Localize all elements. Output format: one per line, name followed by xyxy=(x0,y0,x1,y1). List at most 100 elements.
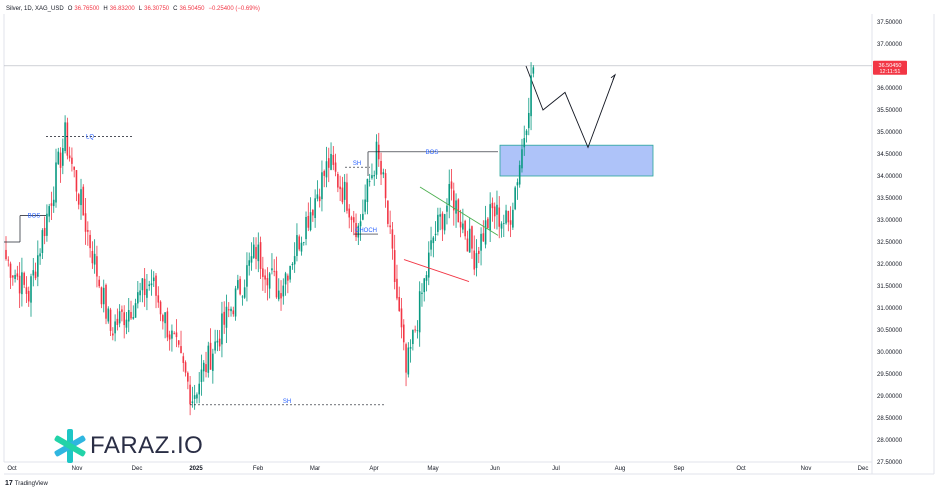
candle-body xyxy=(475,253,478,269)
candle-body xyxy=(532,67,535,74)
open-label: O xyxy=(67,6,73,12)
candle-body xyxy=(152,277,155,282)
candle-body xyxy=(166,311,169,338)
candle-body xyxy=(243,287,246,298)
candle-body xyxy=(7,259,10,261)
candle-body xyxy=(455,200,457,214)
candle-body xyxy=(255,247,257,260)
price-tick-label: 32.50000 xyxy=(877,240,903,246)
candle-body xyxy=(321,172,323,200)
candle-body xyxy=(64,122,66,151)
candle-body xyxy=(68,155,71,159)
price-tick-label: 35.00000 xyxy=(877,130,903,136)
candle-body xyxy=(277,290,280,300)
price-axis[interactable]: 37.5000037.0000036.5000036.0000035.50000… xyxy=(877,20,903,466)
candle-body xyxy=(514,187,516,210)
candle-body xyxy=(23,272,25,285)
close-label: C xyxy=(173,6,178,12)
candle-body xyxy=(107,308,110,322)
price-tick-label: 34.00000 xyxy=(877,174,903,180)
candle-body xyxy=(368,181,371,183)
candle-body xyxy=(143,278,146,296)
candle-body xyxy=(491,202,494,209)
time-tick-label: Nov xyxy=(801,466,812,472)
candle-body xyxy=(289,265,291,280)
candle-body xyxy=(134,303,137,318)
open-value: 36.76500 xyxy=(74,6,100,12)
candle-body xyxy=(362,213,364,220)
candle-body xyxy=(168,334,171,340)
high-label: H xyxy=(103,6,108,12)
candle-body xyxy=(412,329,414,345)
time-axis[interactable]: Oct Nov Dec 2025 Feb Mar Apr May Jun Jul Aug Sep Oct… xyxy=(7,466,868,472)
time-tick-label: Nov xyxy=(72,466,83,472)
candle-body xyxy=(50,203,53,206)
candle-body xyxy=(55,162,57,203)
candle-body xyxy=(216,340,219,343)
candle-body xyxy=(366,178,369,202)
candle-body xyxy=(521,149,523,169)
time-tick-label: Feb xyxy=(253,466,264,472)
asterisk-logo-icon xyxy=(54,429,86,463)
price-tick-label: 36.00000 xyxy=(877,86,903,92)
candle-body xyxy=(309,212,312,231)
projection-path xyxy=(525,65,616,149)
candle-body xyxy=(66,122,69,156)
candle-body xyxy=(282,285,285,297)
candle-body xyxy=(405,344,407,373)
candle-body xyxy=(402,324,405,343)
candle-body xyxy=(477,250,480,254)
candle-body xyxy=(205,364,207,373)
triangle-lower-line xyxy=(403,259,470,283)
candle-body xyxy=(382,172,385,175)
price-tick-label: 30.00000 xyxy=(877,350,903,356)
candle-body xyxy=(421,292,423,294)
annotation-label-bos-left: BOS xyxy=(28,214,41,220)
low-label: L xyxy=(138,6,143,12)
annotation-label-bos-mid: BOS xyxy=(426,150,439,156)
price-tick-label: 29.50000 xyxy=(877,372,903,378)
candle-body xyxy=(380,160,382,175)
candle-body xyxy=(121,309,123,312)
candle-body xyxy=(502,223,505,224)
candle-body xyxy=(125,319,128,328)
candle-body xyxy=(173,333,176,335)
candle-body xyxy=(498,207,501,227)
candle-body xyxy=(341,187,344,203)
candle-body xyxy=(530,75,532,117)
candle-body xyxy=(259,242,262,269)
tradingview-footer[interactable]: 17 TradingView xyxy=(5,480,48,487)
candle-body xyxy=(332,154,335,165)
candle-body xyxy=(343,181,346,200)
candle-body xyxy=(487,218,489,229)
candle-body xyxy=(148,284,150,287)
candle-body xyxy=(284,273,287,285)
candle-body xyxy=(5,249,7,260)
candle-body xyxy=(93,253,96,265)
price-tick-label: 29.00000 xyxy=(877,394,903,400)
candle-body xyxy=(418,291,421,333)
candle-body xyxy=(280,293,282,299)
candle-body xyxy=(364,199,366,212)
candle-body xyxy=(9,263,12,278)
candle-body xyxy=(46,213,48,236)
candle-body xyxy=(32,270,35,276)
candle-body xyxy=(414,329,416,331)
candle-body xyxy=(189,384,191,405)
candle-body xyxy=(250,256,253,263)
candle-body xyxy=(448,183,451,206)
candle-body xyxy=(271,268,273,271)
candle-body xyxy=(443,214,446,231)
candle-body xyxy=(91,250,94,264)
candle-body xyxy=(239,278,241,295)
candle-body xyxy=(57,151,60,165)
candle-body xyxy=(248,260,251,266)
candle-body xyxy=(34,271,37,279)
candle-body xyxy=(187,372,189,382)
candle-body xyxy=(221,313,223,345)
time-tick-label: Jun xyxy=(490,466,500,472)
candle-body xyxy=(14,274,16,279)
candle-body xyxy=(446,205,448,212)
